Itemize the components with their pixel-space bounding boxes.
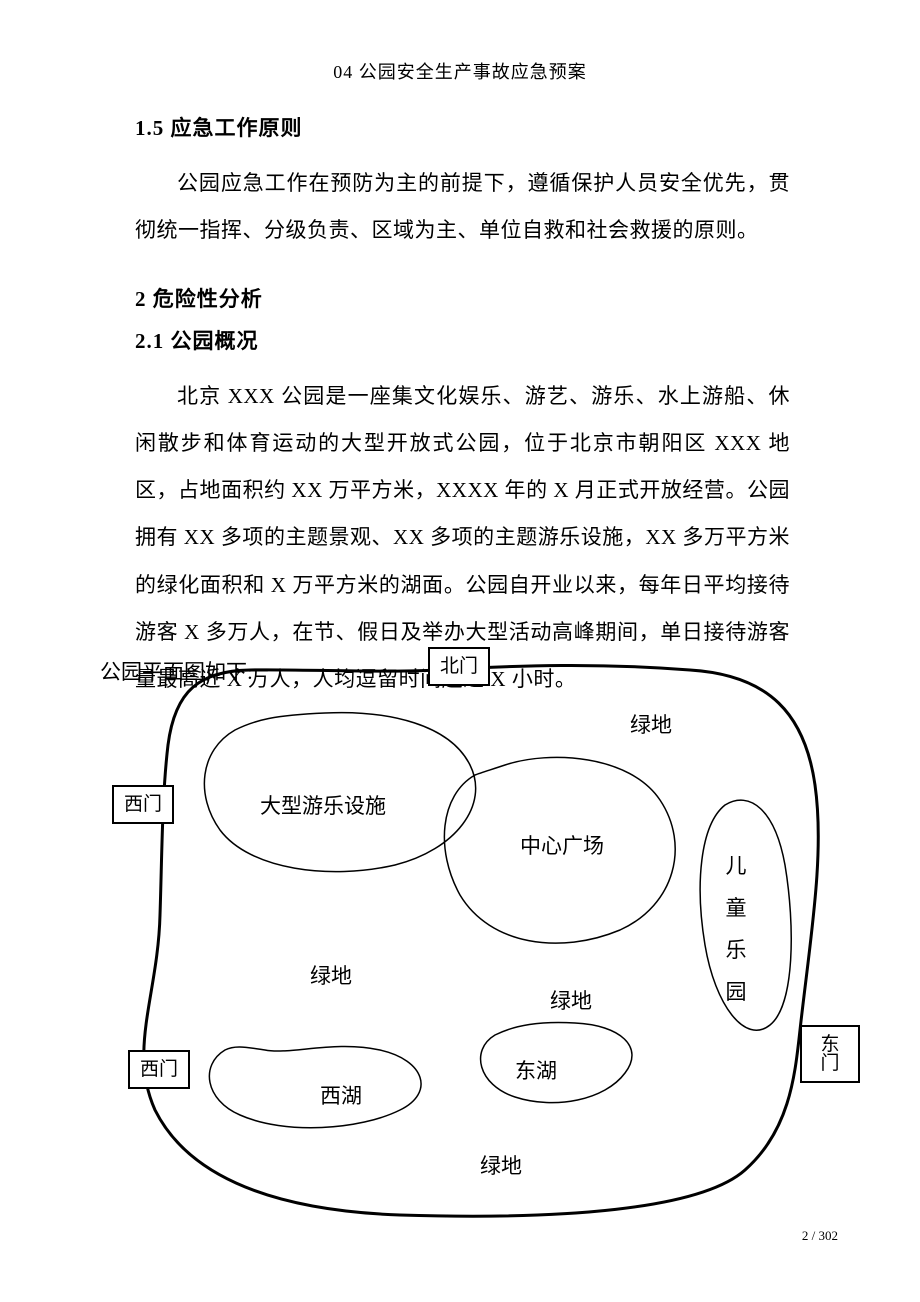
page-number: 2 / 302 (802, 1228, 838, 1244)
page-header: 04 公园安全生产事故应急预案 (0, 0, 920, 84)
gate-west-2: 西门 (128, 1050, 190, 1089)
heading-1-5: 1.5 应急工作原则 (135, 112, 790, 142)
park-map: 北门 西门 西门 东门 大型游乐设施 中心广场 儿童乐园 西湖 东湖 绿地 绿地… (100, 655, 860, 1255)
label-west-lake: 西湖 (320, 1080, 362, 1110)
heading-2: 2 危险性分析 (135, 283, 790, 313)
label-east-lake: 东湖 (515, 1055, 557, 1085)
gate-west-1: 西门 (112, 785, 174, 824)
label-green-2: 绿地 (310, 960, 352, 990)
label-green-3: 绿地 (550, 985, 592, 1015)
label-green-4: 绿地 (480, 1150, 522, 1180)
heading-2-1: 2.1 公园概况 (135, 325, 790, 355)
region-west-lake (209, 1046, 421, 1127)
map-boundary (144, 665, 819, 1216)
label-green-1: 绿地 (630, 709, 672, 739)
label-plaza: 中心广场 (520, 830, 604, 860)
gate-east: 东门 (800, 1025, 860, 1083)
body-1-5: 公园应急工作在预防为主的前提下，遵循保护人员安全优先，贯彻统一指挥、分级负责、区… (135, 160, 790, 255)
label-facility: 大型游乐设施 (260, 790, 386, 820)
label-playground: 儿童乐园 (725, 845, 747, 1013)
content-area: 1.5 应急工作原则 公园应急工作在预防为主的前提下，遵循保护人员安全优先，贯彻… (0, 112, 920, 703)
gate-north: 北门 (428, 647, 490, 686)
